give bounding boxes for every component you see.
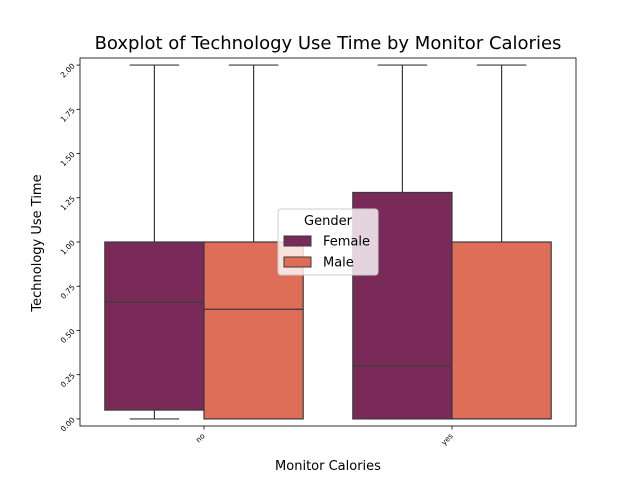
legend-label-female: Female <box>323 235 370 250</box>
legend-swatch-female <box>283 235 312 247</box>
x-tick-label-no: no <box>194 431 207 444</box>
y-tick-label-2: 0.50 <box>59 327 77 345</box>
chart-title: Boxplot of Technology Use Time by Monito… <box>95 33 562 54</box>
legend-label-male: Male <box>323 256 354 271</box>
y-axis-label: Technology Use Time <box>30 174 45 312</box>
box-iqr <box>352 191 453 420</box>
y-tick-label-4: 1.00 <box>59 238 77 256</box>
legend-swatch-male <box>283 256 312 268</box>
box-male-yes <box>451 64 552 420</box>
box-female-no <box>104 64 205 420</box>
y-tick-label-3: 0.75 <box>59 283 77 301</box>
legend-title: Gender <box>304 214 353 229</box>
x-axis-label: Monitor Calories <box>275 459 381 474</box>
y-tick-label-5: 1.25 <box>59 194 77 212</box>
y-tick-label-0: 0.00 <box>59 415 77 433</box>
box-iqr <box>451 241 552 420</box>
x-tick-label-yes: yes <box>439 431 455 447</box>
y-tick-label-8: 2.00 <box>59 61 77 79</box>
y-tick-label-7: 1.75 <box>59 106 77 124</box>
box-iqr <box>104 241 205 411</box>
y-tick-label-1: 0.25 <box>59 371 77 389</box>
y-tick-label-6: 1.50 <box>59 150 77 168</box>
legend: Gender Female Male <box>277 208 379 276</box>
box-female-yes <box>352 64 453 420</box>
plot-area-frame <box>79 57 577 427</box>
